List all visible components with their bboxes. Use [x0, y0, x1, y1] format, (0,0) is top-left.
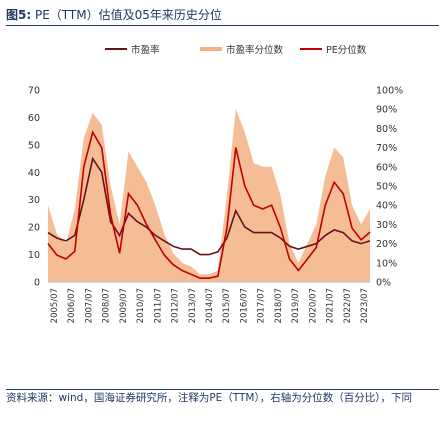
series-line — [47, 130, 371, 280]
y-left-tick-label: 50 — [28, 140, 40, 151]
legend-label: 市盈率 — [131, 44, 160, 56]
y-right-tick-label: 30% — [376, 220, 397, 231]
y-right-tick-label: 90% — [376, 105, 397, 116]
x-tick-label: 2022/07 — [343, 288, 353, 323]
x-tick-label: 2011/07 — [153, 288, 163, 323]
series-area-percentile — [48, 109, 370, 282]
y-right-tick-label: 0% — [376, 278, 391, 289]
y-right-tick-label: 20% — [376, 239, 397, 250]
x-tick-label: 2007/07 — [84, 288, 94, 323]
y-right-tick-label: 80% — [376, 124, 397, 135]
y-left-tick-label: 60 — [28, 113, 40, 124]
x-tick-label: 2008/07 — [102, 288, 112, 323]
x-tick-label: 2019/07 — [291, 288, 301, 323]
x-tick-label: 2009/07 — [119, 288, 129, 323]
x-tick-label: 2012/07 — [171, 288, 181, 323]
y-left-tick-label: 30 — [28, 195, 40, 206]
y-right-tick-label: 50% — [376, 182, 397, 193]
x-tick-label: 2018/07 — [274, 288, 284, 323]
x-tick-label: 2015/07 — [222, 288, 232, 323]
y-right-tick-label: 100% — [376, 86, 403, 97]
figure-header: 图5: PE（TTM）估值及05年来历史分位 — [6, 6, 439, 24]
x-tick-label: 2020/07 — [308, 288, 318, 323]
x-tick-label: 2023/07 — [360, 288, 370, 323]
x-tick-label: 2016/07 — [239, 288, 249, 323]
figure-title: PE（TTM）估值及05年来历史分位 — [34, 8, 222, 22]
legend-label: 市盈率分位数 — [226, 44, 284, 56]
y-left-tick-label: 0 — [34, 278, 40, 289]
y-left-tick-label: 20 — [28, 223, 40, 234]
x-tick-label: 2013/07 — [188, 288, 198, 323]
y-left-tick-label: 40 — [28, 168, 40, 179]
x-tick-label: 2010/07 — [136, 288, 146, 323]
pe-chart: 市盈率 市盈率分位数 PE分位数 0 10 20 30 40 50 60 70 0% 10% 20% 30%… — [28, 44, 403, 323]
figure-label: 图5: — [6, 8, 32, 22]
x-tick-label: 2017/07 — [257, 288, 267, 323]
y-right-tick-label: 10% — [376, 258, 397, 269]
x-tick-label: 2021/07 — [326, 288, 336, 323]
y-left-tick-label: 70 — [28, 86, 40, 97]
y-right-tick-label: 40% — [376, 201, 397, 212]
legend-label: PE分位数 — [326, 44, 367, 56]
x-tick-label: 2014/07 — [205, 288, 215, 323]
header-rule — [6, 25, 439, 26]
legend-swatch — [200, 47, 222, 51]
source-note: 资料来源：wind，国海证券研究所，注释为PE（TTM），右轴为分位数（百分比）… — [6, 392, 412, 404]
x-tick-label: 2005/07 — [50, 288, 60, 323]
y-left-tick-label: 10 — [28, 250, 40, 261]
y-right-tick-label: 60% — [376, 162, 397, 173]
x-tick-label: 2006/07 — [67, 288, 77, 323]
y-right-tick-label: 70% — [376, 143, 397, 154]
source-rule — [6, 389, 439, 390]
